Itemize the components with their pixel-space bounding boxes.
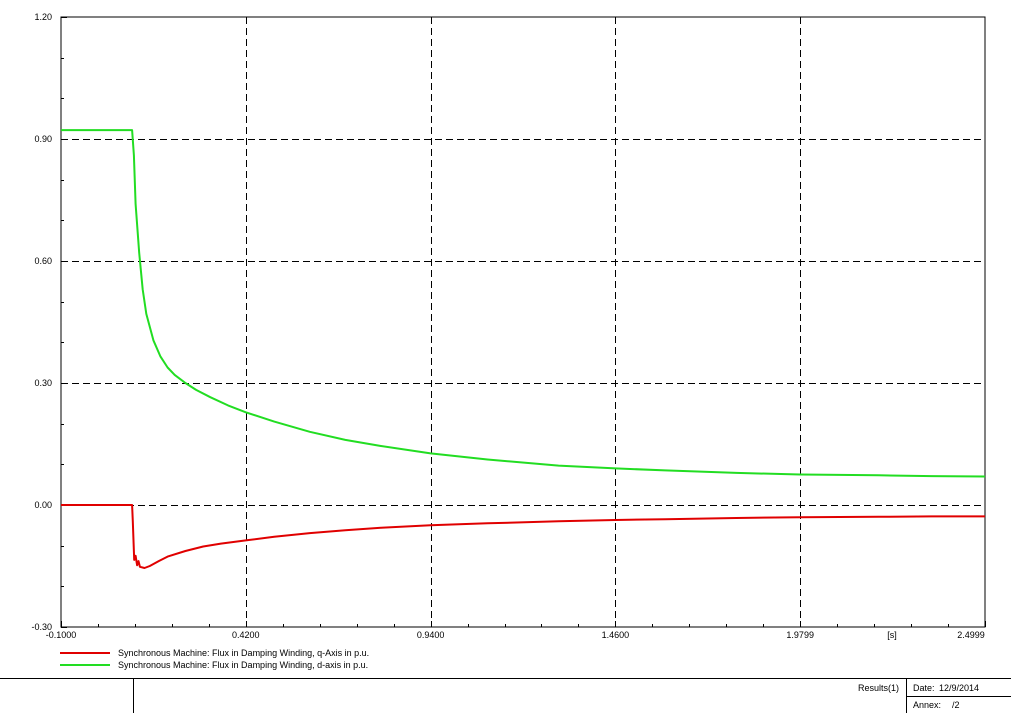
x-tick-label: 1.4600 [602, 630, 630, 640]
x-tick-label: 1.9799 [786, 630, 814, 640]
legend-entry-q-axis: Synchronous Machine: Flux in Damping Win… [60, 647, 369, 659]
chart-svg: 1.20 0.90 0.60 0.30 0.00 -0.30-0.1000 0.4200 0.… [31, 12, 986, 640]
date-value: 12/9/2014 [939, 683, 980, 693]
legend-entry-d-axis: Synchronous Machine: Flux in Damping Win… [60, 659, 369, 671]
legend-swatch-q-axis [60, 652, 110, 654]
x-tick-label: 0.9400 [417, 630, 445, 640]
legend-label-q-axis: Synchronous Machine: Flux in Damping Win… [118, 648, 370, 658]
legend-swatch-d-axis [60, 664, 110, 666]
grid-lines [61, 17, 985, 627]
date-label: Date: [913, 683, 935, 693]
annex-value: /2 [952, 700, 960, 710]
y-tick-label: 0.00 [34, 500, 52, 510]
x-tick-label: 0.4200 [232, 630, 260, 640]
series-group [61, 129, 986, 569]
footer-info-box: Results(1) Date: 12/9/2014 Annex: /2 [0, 678, 1011, 713]
annex-label: Annex: [913, 700, 942, 710]
y-tick-label: 1.20 [34, 12, 52, 22]
tick-labels: 1.20 0.90 0.60 0.30 0.00 -0.30-0.1000 0.4200 0.… [31, 12, 984, 640]
y-tick-label: 0.60 [34, 256, 52, 266]
y-tick-label: 0.90 [34, 134, 52, 144]
legend-label-d-axis: Synchronous Machine: Flux in Damping Win… [118, 660, 369, 670]
legend: Synchronous Machine: Flux in Damping Win… [60, 647, 369, 671]
footer-divider [133, 679, 134, 713]
chart-axes [60, 16, 986, 628]
series-line-q-axis [61, 504, 985, 569]
series-line-d-axis [61, 129, 986, 478]
footer-divider [906, 696, 1011, 697]
x-tick-label: -0.1000 [46, 630, 77, 640]
plot-frame [60, 16, 986, 628]
y-tick-label: -0.30 [31, 622, 52, 632]
results-label: Results(1) [857, 683, 899, 693]
x-tick-label: 2.4999 [957, 630, 985, 640]
y-tick-label: 0.30 [34, 378, 52, 388]
x-axis-unit-label: [s] [887, 630, 897, 640]
